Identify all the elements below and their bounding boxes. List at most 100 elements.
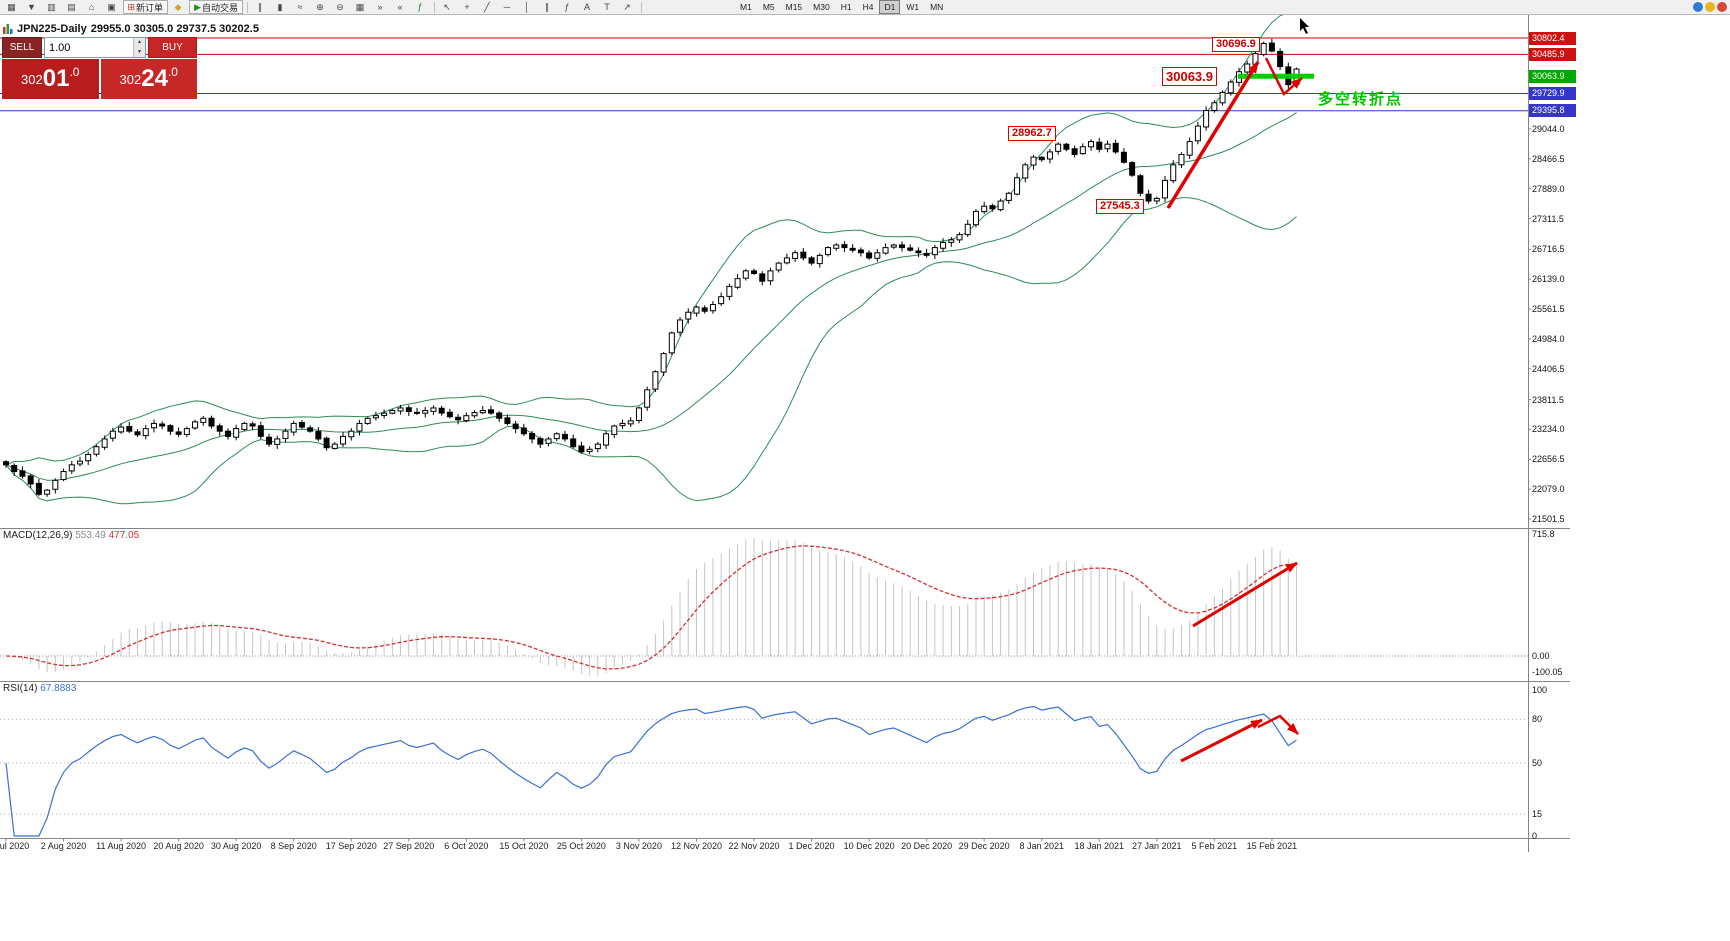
autotrading-button[interactable]: ▶ 自动交易	[189, 0, 243, 14]
crosshair-icon[interactable]: +	[458, 0, 477, 14]
volume-increase-button[interactable]: ▲	[133, 38, 145, 48]
new-chart-icon[interactable]: ▦	[3, 0, 22, 14]
timeframe-m30[interactable]: M30	[813, 2, 830, 12]
chart-window-icon	[3, 24, 13, 34]
candlestick-chart-icon: ▮	[277, 2, 283, 12]
fibonacci-icon[interactable]: ƒ	[558, 0, 577, 14]
zoom-out-icon: ⊖	[336, 2, 344, 12]
horizontal-line-icon: ─	[503, 2, 511, 12]
timeframe-m5[interactable]: M5	[762, 2, 775, 12]
ohlc-values: 29955.0 30305.0 29737.5 30202.5	[90, 23, 259, 35]
bollinger-lower-band	[5, 197, 1297, 505]
community-icon[interactable]	[1693, 2, 1703, 12]
channel-icon: ∥	[544, 2, 550, 12]
market-watch-icon[interactable]: ▥	[43, 0, 62, 14]
timeframe-h4[interactable]: H4	[862, 2, 874, 12]
trendline-icon[interactable]: ╱	[478, 0, 497, 14]
cursor-icon: ↖	[443, 2, 451, 12]
volume-decrease-button[interactable]: ▼	[133, 47, 145, 57]
timeframe-m1[interactable]: M1	[740, 2, 752, 12]
profiles-icon[interactable]: ▼	[23, 0, 42, 14]
trend-arrow-main[interactable]	[1166, 61, 1260, 209]
zoom-in-icon[interactable]: ⊕	[311, 0, 330, 14]
volume-input[interactable]	[45, 38, 145, 57]
terminal-icon[interactable]: ▣	[103, 0, 122, 14]
bar-chart-icon: ∥	[257, 2, 263, 12]
sell-price-button[interactable]: 302 01.0	[2, 59, 99, 99]
label-icon: T	[604, 2, 610, 12]
symbol-period-label: JPN225-Daily	[17, 23, 87, 35]
text-icon[interactable]: A	[578, 0, 597, 14]
auto-scroll-icon: »	[377, 2, 383, 12]
candles	[3, 38, 1300, 497]
data-window-icon[interactable]: ▤	[63, 0, 82, 14]
toolbar: ▦ ▼ ▥ ▤ ⌂ ▣ ⊞ 新订单 ◆ ▶ 自动交易 ∥ ▮ ≈ ⊕ ⊖ ▦» «ƒ ↖ + ╱ ─ │ ∥ ƒ A T ↗ M1 M5 M…	[0, 0, 1730, 15]
trendline-icon: ╱	[484, 2, 490, 12]
pullback-arrow-main[interactable]	[1264, 57, 1303, 97]
indicators-icon: ƒ	[417, 2, 423, 12]
timeframe-h1[interactable]: H1	[840, 2, 852, 12]
trend-arrow-macd[interactable]	[1192, 561, 1298, 628]
market-icon[interactable]	[1705, 2, 1715, 12]
pullback-arrow-rsi[interactable]	[1257, 714, 1299, 735]
bar-chart-icon[interactable]: ∥	[251, 0, 270, 14]
timeframe-d1[interactable]: D1	[879, 0, 901, 14]
candlestick-chart-icon[interactable]: ▮	[271, 0, 290, 14]
sell-button[interactable]: SELL	[2, 37, 42, 58]
label-icon[interactable]: T	[598, 0, 617, 14]
autotrading-icon: ▶	[194, 2, 201, 12]
zoom-in-icon: ⊕	[316, 2, 324, 12]
data-window-icon: ▤	[67, 2, 76, 12]
rsi-indicator-label: RSI(14) 67.8883	[3, 683, 77, 694]
auto-scroll-icon[interactable]: »	[371, 0, 390, 14]
price-callout-pivot[interactable]: 30063.9	[1162, 67, 1217, 86]
rsi-line	[5, 705, 1297, 837]
toolbar-separator	[246, 1, 248, 13]
horizontal-line-icon[interactable]: ─	[498, 0, 517, 14]
macd-histogram	[0, 538, 1528, 676]
timeframe-w1[interactable]: W1	[906, 2, 920, 12]
chart-shift-icon: «	[397, 2, 403, 12]
timeframe-mn[interactable]: MN	[930, 2, 944, 12]
zoom-out-icon[interactable]: ⊖	[331, 0, 350, 14]
buy-button[interactable]: BUY	[148, 37, 197, 58]
bollinger-upper-band	[5, 8, 1297, 466]
metaeditor-icon[interactable]: ◆	[169, 0, 188, 14]
chart-title: JPN225-Daily 29955.0 30305.0 29737.5 302…	[3, 23, 259, 35]
chart-shift-icon[interactable]: «	[391, 0, 410, 14]
signals-icon[interactable]	[1717, 2, 1727, 12]
text-icon: A	[583, 2, 590, 12]
indicators-icon[interactable]: ƒ	[411, 0, 430, 14]
arrow-tool-icon[interactable]: ↗	[618, 0, 637, 14]
toolbar-separator	[640, 1, 642, 13]
macd-indicator-label: MACD(12,26,9) 553.49 477.05	[3, 530, 140, 541]
volume-field: ▲ ▼	[44, 37, 146, 58]
vertical-line-icon: │	[524, 2, 530, 12]
new-order-button[interactable]: ⊞ 新订单	[122, 0, 169, 14]
vertical-line-icon[interactable]: │	[518, 0, 537, 14]
turning-point-annotation[interactable]: 多空转折点	[1318, 91, 1404, 108]
macd-signal-line	[5, 545, 1297, 670]
terminal-icon: ▣	[107, 2, 116, 12]
navigator-icon: ⌂	[88, 2, 95, 12]
line-chart-icon: ≈	[297, 2, 303, 12]
toolbar-separator	[433, 1, 435, 13]
price-callout-support2[interactable]: 27545.3	[1096, 199, 1144, 214]
crosshair-icon: +	[464, 2, 470, 12]
bollinger-middle-band	[5, 112, 1297, 481]
buy-price-button[interactable]: 302 24.0	[100, 59, 197, 99]
timeframe-m15[interactable]: M15	[785, 2, 803, 12]
price-callout-support1[interactable]: 28962.7	[1008, 126, 1056, 141]
fibonacci-icon: ƒ	[564, 2, 570, 12]
tile-windows-icon[interactable]: ▦	[351, 0, 370, 14]
price-callout-peak[interactable]: 30696.9	[1212, 37, 1260, 52]
metaeditor-icon: ◆	[174, 2, 182, 12]
channel-icon[interactable]: ∥	[538, 0, 557, 14]
new-order-icon: ⊞	[127, 2, 136, 12]
line-chart-icon[interactable]: ≈	[291, 0, 310, 14]
navigator-icon[interactable]: ⌂	[83, 0, 102, 14]
cursor-icon[interactable]: ↖	[438, 0, 457, 14]
trend-arrow-rsi[interactable]	[1180, 718, 1263, 763]
